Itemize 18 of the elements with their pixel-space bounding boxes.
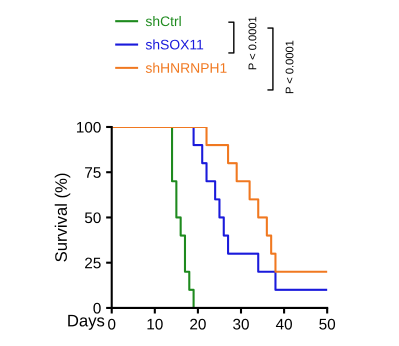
text: P < 0.0001: [248, 16, 256, 70]
x-tick-label: 50: [319, 318, 336, 330]
legend-label: shSOX11: [146, 39, 204, 50]
text: P < 0.0001: [286, 40, 294, 94]
y-tick-label: 75: [85, 167, 101, 178]
y-tick-label: 0: [93, 302, 101, 314]
y-tick-label: 100: [76, 122, 101, 133]
legend-label: shHNRNPH1: [146, 62, 227, 73]
legend-label: shCtrl: [146, 16, 181, 26]
y-tick-label: 50: [84, 212, 101, 224]
x-tick-label: 40: [276, 318, 292, 330]
x-tick-label: 20: [190, 318, 206, 330]
x-tick-label: 10: [147, 318, 163, 330]
x-tick-label: 0: [108, 318, 116, 330]
y-axis-title: Survival (%): [54, 174, 70, 262]
y-tick-label: 25: [85, 258, 101, 268]
x-axis-title: Days: [68, 314, 104, 330]
x-tick-label: 30: [233, 318, 249, 330]
